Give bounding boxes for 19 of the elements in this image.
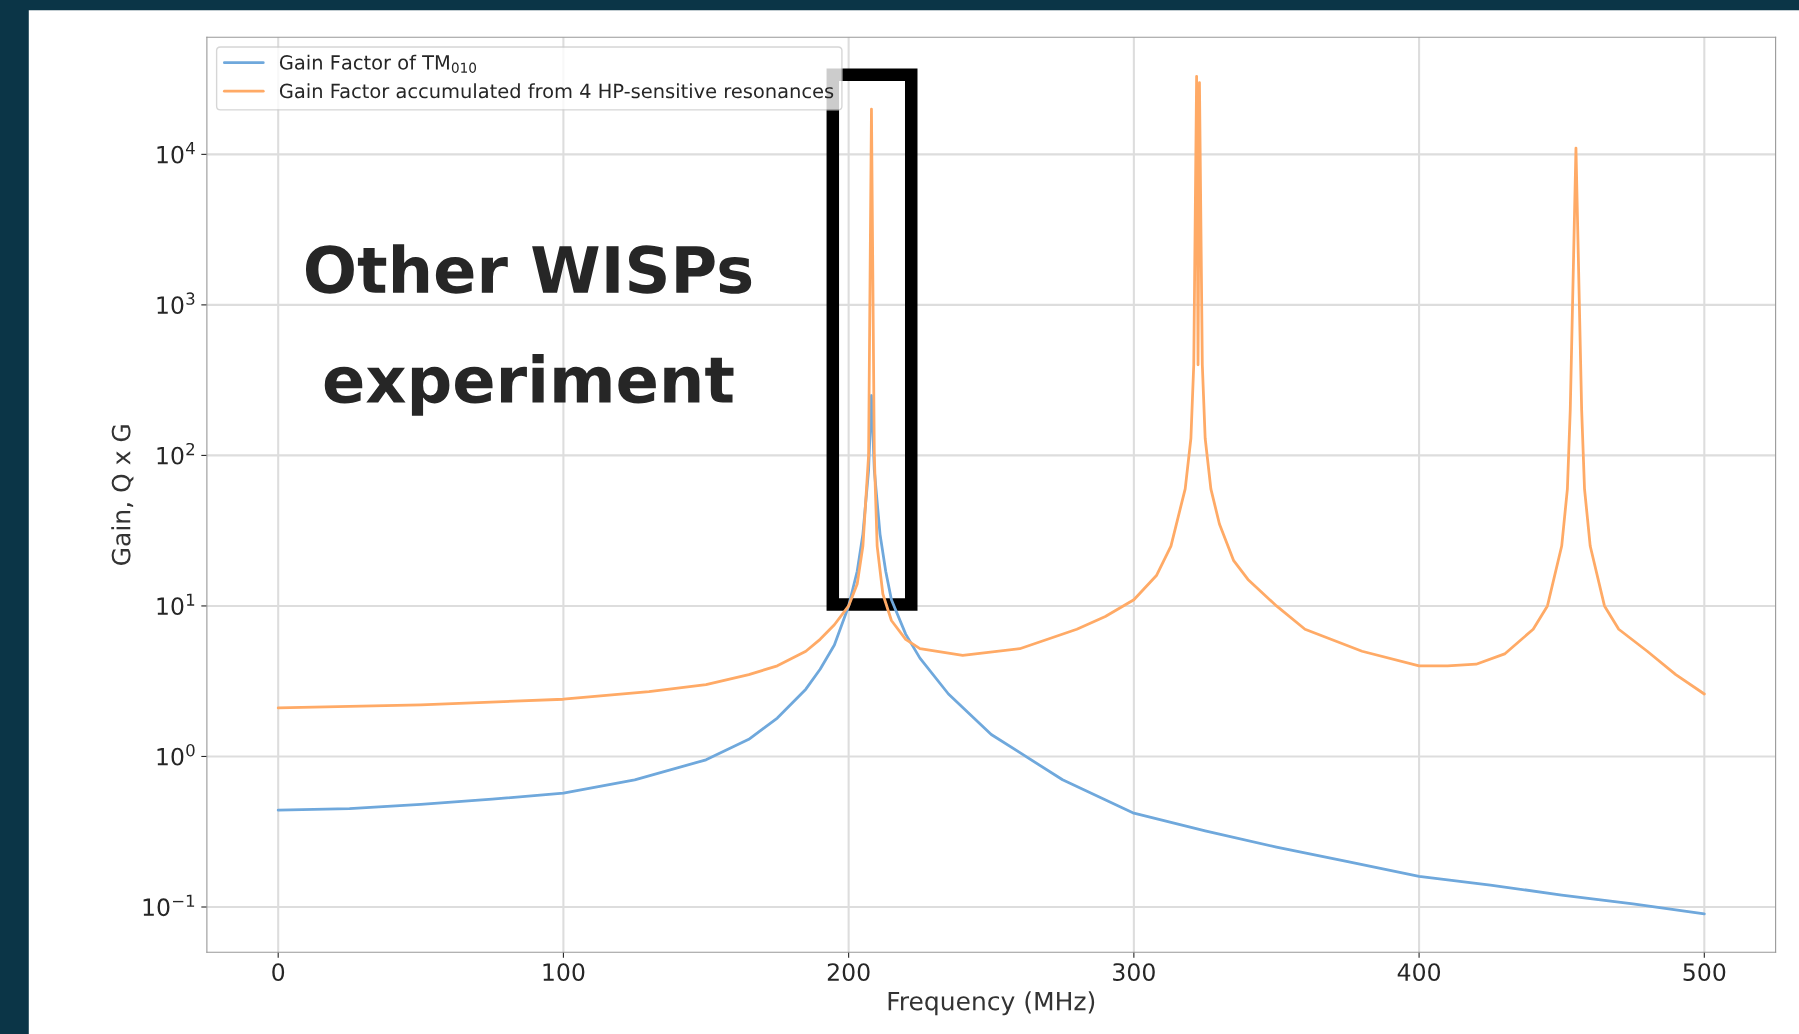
x-axis-title: Frequency (MHz) xyxy=(888,991,1095,1016)
x-tick-label: 0 xyxy=(272,963,285,982)
x-tick-label: 100 xyxy=(543,963,585,982)
y-tick-label: 10$^{0}$ xyxy=(157,743,195,766)
y-tick-label: 10$^{4}$ xyxy=(157,142,195,164)
y-axis-title: Gain, Q x G xyxy=(111,425,134,565)
annotation: experiment xyxy=(324,354,734,416)
x-tick-label: 400 xyxy=(1397,963,1441,982)
y-tick-label: 10$^{3}$ xyxy=(157,292,195,315)
x-tick-label: 200 xyxy=(827,963,870,982)
line-series xyxy=(276,74,1706,710)
x-tick-label: 300 xyxy=(1113,963,1155,982)
x-tick-label: 500 xyxy=(1683,963,1726,982)
y-tick-label: 10$^{−1}$ xyxy=(143,894,195,917)
legend-label: Gain Factor accumulated from 4 HP-sensitive resonances xyxy=(279,83,834,99)
legend-label: Gain Factor of TM$_{010}$ xyxy=(279,54,477,73)
annotation: Other WISPs xyxy=(305,244,752,294)
y-tick-label: 10$^{2}$ xyxy=(157,442,195,465)
y-tick-label: 10$^{1}$ xyxy=(157,593,195,616)
